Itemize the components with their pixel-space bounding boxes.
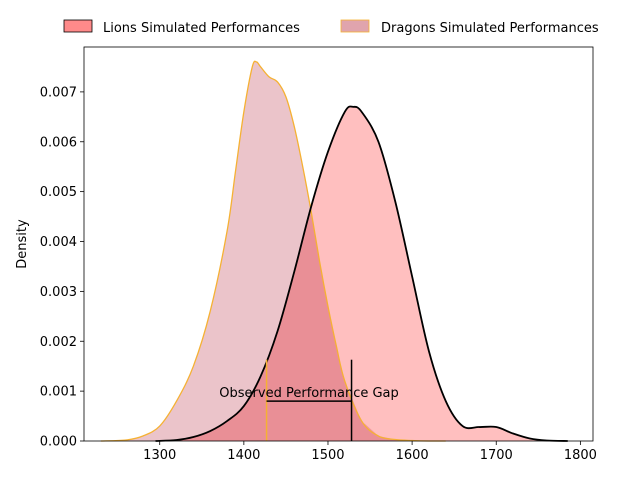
- x-tick-label: 1700: [480, 448, 513, 463]
- y-tick-label: 0.007: [40, 85, 77, 100]
- series-dragons-line: [100, 60, 446, 442]
- x-tick-label: 1500: [311, 448, 344, 463]
- legend-label-lions: Lions Simulated Performances: [103, 21, 300, 36]
- y-tick-label: 0.005: [40, 185, 77, 200]
- series-dragons-area: [100, 61, 446, 441]
- x-tick-label: 1800: [564, 448, 597, 463]
- legend-swatch-dragons: [340, 19, 370, 33]
- x-axis: 1300 1400 1500 1600 1700 1800: [143, 441, 597, 463]
- legend: Lions Simulated Performances Dragons Sim…: [63, 19, 599, 36]
- series-lions-line: [155, 105, 568, 442]
- annotation-label: Observed Performance Gap: [219, 386, 398, 401]
- y-tick-label: 0.002: [40, 335, 77, 350]
- y-tick-label: 0.000: [40, 435, 77, 450]
- x-tick-label: 1300: [143, 448, 176, 463]
- y-axis-label: Density: [15, 219, 30, 269]
- legend-label-dragons: Dragons Simulated Performances: [381, 21, 599, 36]
- series-lions-area: [155, 106, 568, 442]
- plot-area: Observed Performance Gap: [100, 60, 568, 442]
- y-axis: 0.000 0.001 0.002 0.003 0.004 0.005 0.006 0.007: [40, 85, 84, 450]
- legend-swatch-lions: [63, 19, 93, 33]
- y-tick-label: 0.003: [40, 285, 77, 300]
- x-tick-label: 1600: [396, 448, 429, 463]
- y-tick-label: 0.001: [40, 385, 77, 400]
- y-tick-label: 0.006: [40, 135, 77, 150]
- overlap-region: [155, 212, 446, 441]
- plot-frame: [83, 46, 594, 442]
- y-tick-label: 0.004: [40, 235, 77, 250]
- x-tick-label: 1400: [227, 448, 260, 463]
